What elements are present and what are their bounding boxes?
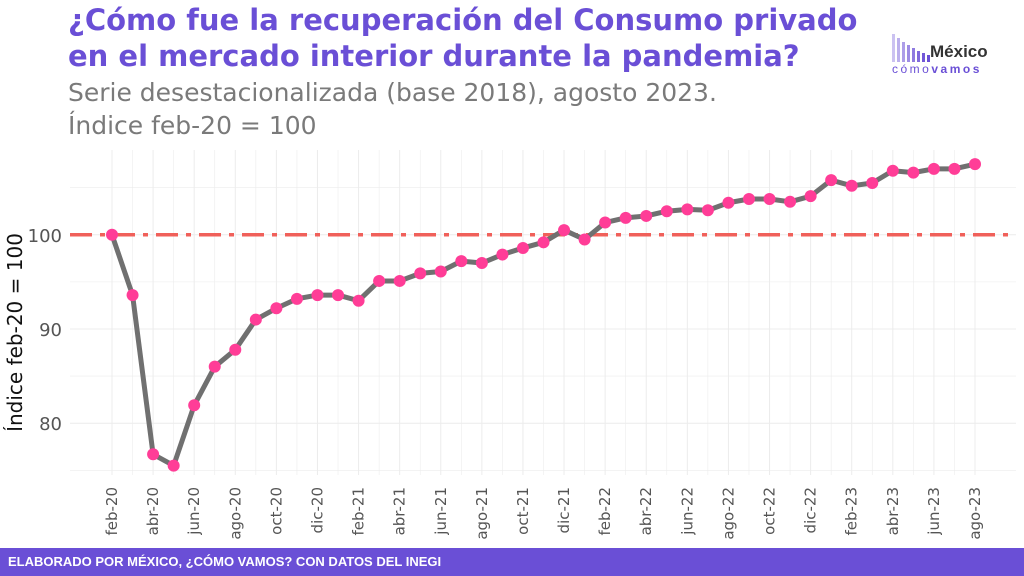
data-point-oct-22 — [763, 192, 776, 205]
x-tick-label: jun-20 — [185, 487, 203, 536]
x-tick-label: feb-21 — [350, 487, 368, 536]
data-point-jul-20 — [208, 360, 221, 373]
data-point-nov-22 — [784, 195, 797, 208]
data-point-ago-23 — [969, 158, 981, 171]
data-point-mar-22 — [619, 211, 632, 224]
data-point-nov-20 — [290, 292, 303, 305]
x-tick-label: abr-22 — [637, 487, 655, 535]
data-point-mar-23 — [866, 176, 879, 189]
data-point-sep-22 — [742, 192, 755, 205]
data-point-ago-20 — [229, 343, 242, 356]
x-tick-label: dic-20 — [308, 487, 326, 533]
y-axis-label: Índice feb-20 = 100 — [3, 233, 27, 432]
x-tick-label: jun-23 — [925, 487, 943, 536]
subtitle-line-1: Serie desestacionalizada (base 2018), ag… — [68, 78, 717, 107]
y-tick-label: 100 — [28, 226, 62, 247]
x-tick-label: oct-20 — [267, 487, 285, 535]
data-point-jul-21 — [455, 255, 468, 268]
chart-grid — [70, 150, 1016, 475]
chart-title: ¿Cómo fue la recuperación del Consumo pr… — [68, 3, 858, 73]
data-point-feb-23 — [845, 179, 858, 192]
data-point-oct-20 — [270, 302, 283, 315]
data-point-feb-21 — [352, 294, 365, 307]
data-point-dic-20 — [311, 289, 324, 302]
x-tick-label: feb-22 — [596, 487, 614, 536]
x-tick-label: ago-21 — [473, 487, 491, 540]
data-point-may-21 — [414, 267, 427, 280]
data-point-may-23 — [907, 166, 920, 179]
x-tick-label: abr-20 — [144, 487, 162, 535]
data-point-jun-23 — [927, 162, 940, 175]
data-point-sep-21 — [496, 248, 509, 261]
x-tick-label: oct-22 — [761, 487, 779, 535]
data-point-abr-20 — [147, 448, 160, 461]
data-point-nov-21 — [537, 236, 550, 249]
mexico-como-vamos-logo: México cómovamos — [888, 20, 1008, 84]
x-tick-label: abr-23 — [884, 487, 902, 535]
data-points — [106, 158, 981, 472]
data-point-ene-23 — [825, 174, 838, 187]
subtitle-line-2: Índice feb-20 = 100 — [68, 111, 317, 140]
x-tick-label: feb-23 — [843, 487, 861, 536]
data-point-jun-21 — [434, 265, 447, 278]
x-tick-label: abr-21 — [391, 487, 409, 535]
data-point-ago-22 — [722, 196, 735, 209]
data-point-mar-20 — [126, 289, 139, 302]
data-point-feb-20 — [106, 228, 118, 241]
data-point-dic-21 — [558, 224, 571, 237]
x-tick-label: oct-21 — [514, 487, 532, 535]
x-axis-ticks: feb-20 abr-20 jun-20 ago-20 oct-20 dic-20 feb-… — [103, 487, 984, 540]
data-point-feb-22 — [599, 216, 612, 229]
data-point-may-22 — [660, 205, 673, 218]
data-point-sep-20 — [249, 313, 262, 326]
x-tick-label: dic-21 — [555, 487, 573, 533]
data-point-ene-21 — [332, 289, 345, 302]
data-point-abr-21 — [393, 274, 406, 287]
data-point-ago-21 — [475, 257, 488, 270]
x-tick-label: ago-20 — [226, 487, 244, 540]
data-point-oct-21 — [516, 241, 529, 254]
data-point-abr-22 — [640, 209, 653, 222]
data-point-jul-23 — [948, 162, 961, 175]
logo-bars-icon — [892, 22, 940, 62]
x-tick-label: dic-22 — [802, 487, 820, 533]
x-tick-label: jun-21 — [432, 487, 450, 536]
y-tick-label: 80 — [39, 414, 62, 435]
footer-text: ELABORADO POR MÉXICO, ¿CÓMO VAMOS? CON D… — [8, 554, 442, 569]
data-point-jul-22 — [701, 204, 714, 217]
data-point-mar-21 — [373, 274, 386, 287]
data-point-jun-20 — [188, 399, 201, 412]
x-tick-label: jun-22 — [678, 487, 696, 536]
footer-banner: ELABORADO POR MÉXICO, ¿CÓMO VAMOS? CON D… — [0, 548, 1024, 576]
line-chart: 80 90 100 feb-20 abr-20 jun-20 ago-20 oct-20 di… — [3, 150, 1016, 540]
data-point-ene-22 — [578, 233, 591, 246]
y-tick-label: 90 — [39, 320, 62, 341]
data-point-dic-22 — [804, 190, 817, 203]
data-point-abr-23 — [886, 164, 899, 177]
x-tick-label: feb-20 — [103, 487, 121, 536]
x-tick-label: ago-23 — [966, 487, 984, 540]
data-point-may-20 — [167, 459, 180, 472]
x-tick-label: ago-22 — [719, 487, 737, 540]
y-axis-ticks: 80 90 100 — [28, 226, 62, 435]
data-point-jun-22 — [681, 203, 694, 216]
logo-text: México — [930, 42, 988, 61]
chart-subtitle: Serie desestacionalizada (base 2018), ag… — [68, 76, 868, 142]
logo-subtext: cómovamos — [892, 62, 982, 76]
